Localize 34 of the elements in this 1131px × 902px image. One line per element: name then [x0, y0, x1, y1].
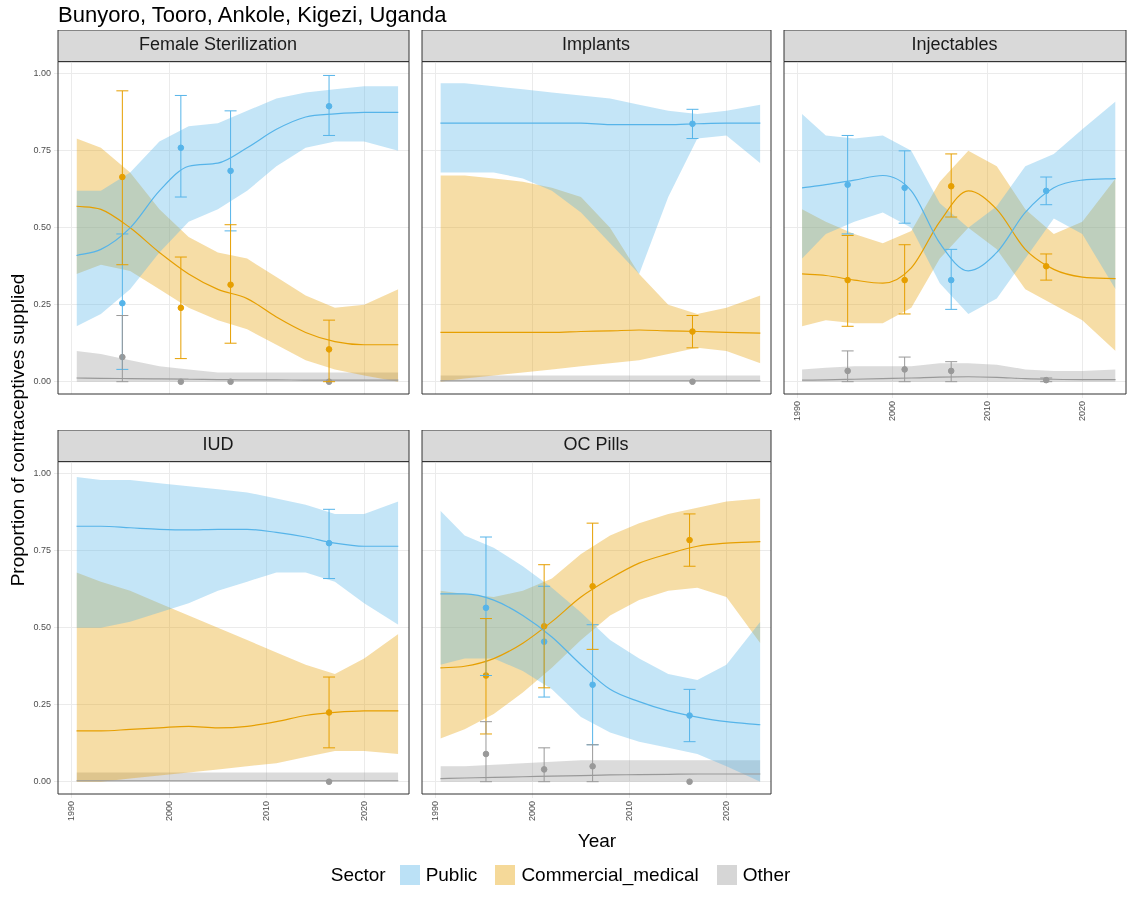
x-tick-label: 2010	[981, 401, 992, 422]
y-tick-label: 0.75	[33, 545, 51, 556]
text: Bunyoro, Tooro, Ankole, Kigezi, Uganda	[58, 2, 447, 28]
x-tick-label: 2020	[720, 801, 731, 822]
chart-title: Female Sterilization	[138, 33, 298, 54]
y-tick-label: 0.50	[33, 622, 51, 633]
legend-label: Other	[742, 864, 791, 886]
x-tick-label: 2000	[163, 801, 174, 822]
x-tick-label: 1990	[66, 801, 77, 822]
chart-title: Implants	[561, 33, 631, 54]
x-tick-label: 2010	[623, 801, 634, 822]
x-tick-label: 2010	[261, 801, 272, 822]
y-axis-title: Proportion of contraceptives supplied	[7, 273, 29, 587]
y-tick-label: 1.00	[33, 68, 51, 79]
x-axis-title: Year	[577, 830, 617, 852]
y-tick-label: 0.00	[33, 376, 51, 387]
y-tick-label: 0.25	[33, 299, 51, 310]
legend-label: Public	[425, 864, 478, 886]
y-tick-label: 0.75	[33, 145, 51, 156]
chart-title: Injectables	[911, 33, 998, 54]
x-tick-label: 1990	[430, 801, 441, 822]
chart-title: OC Pills	[563, 433, 629, 454]
x-tick-label: 1990	[791, 401, 802, 422]
x-tick-label: 2000	[527, 801, 537, 822]
y-tick-label: 0.00	[33, 776, 51, 787]
legend-label: Commercial_medical	[521, 864, 699, 886]
chart-title: IUD	[202, 433, 234, 454]
y-tick-label: 1.00	[33, 468, 51, 479]
x-tick-label: 2000	[886, 401, 897, 422]
legend-title: Sector	[330, 864, 386, 886]
x-tick-label: 2020	[1076, 401, 1087, 422]
y-tick-label: 0.25	[33, 699, 51, 710]
x-tick-label: 2020	[358, 801, 369, 822]
y-tick-label: 0.50	[33, 222, 51, 233]
